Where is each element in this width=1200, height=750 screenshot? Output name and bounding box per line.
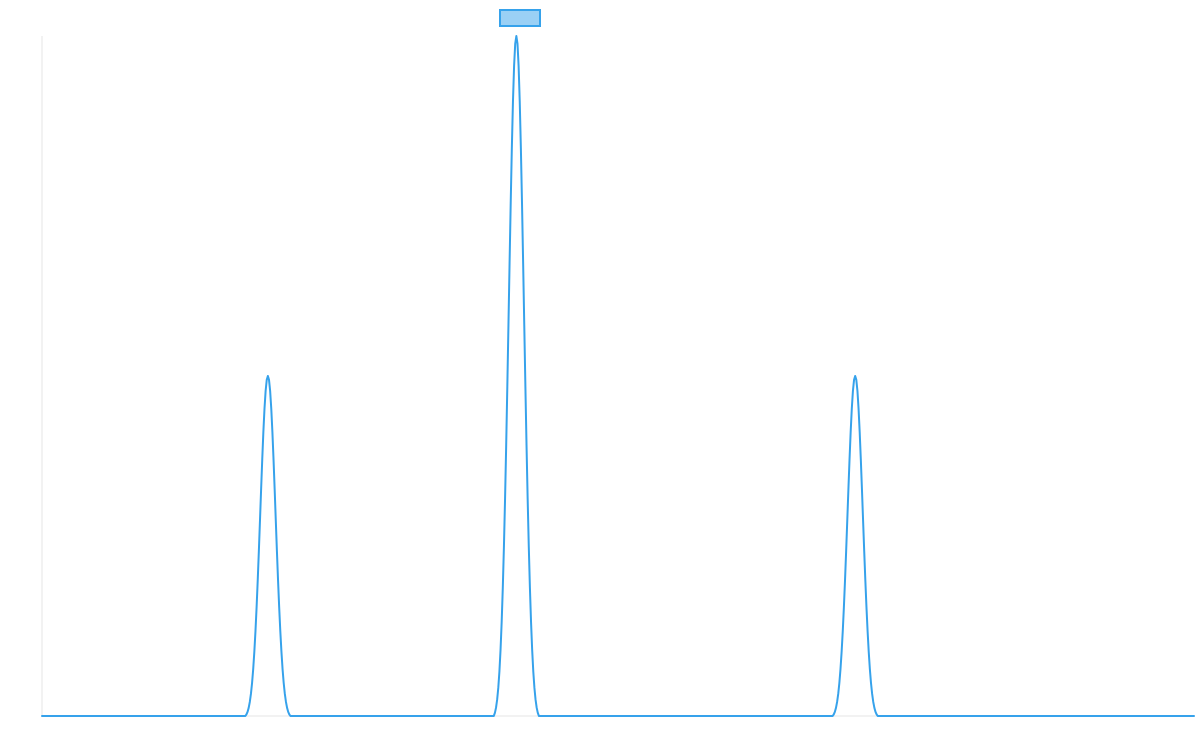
legend[interactable]: [499, 9, 541, 27]
series-layer: [41, 35, 1195, 717]
legend-swatch-0[interactable]: [499, 9, 541, 27]
series-line-0[interactable]: [41, 35, 1195, 717]
